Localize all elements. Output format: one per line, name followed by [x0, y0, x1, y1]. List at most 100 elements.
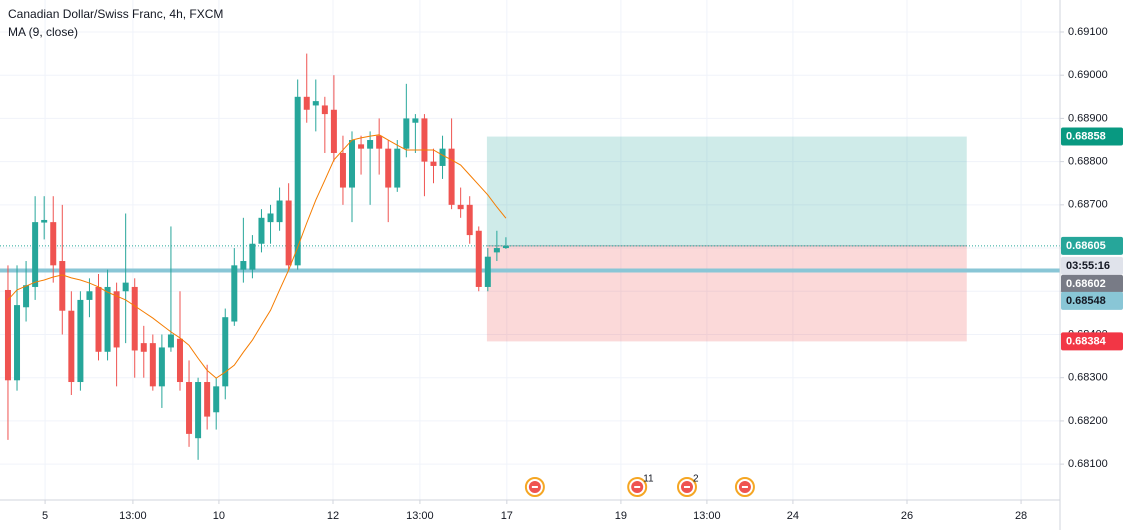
candle-body [186, 382, 193, 434]
event-icon-mark [634, 486, 641, 488]
candle-body [213, 386, 220, 413]
candle-body [86, 291, 93, 300]
x-tick-label: 5 [42, 510, 48, 522]
candle-body [23, 285, 30, 308]
event-icon-mark [683, 486, 690, 488]
last-price-label: 0.68602 [1066, 278, 1106, 290]
event-icon-mark [531, 486, 538, 488]
candle-body [77, 299, 84, 383]
y-tick-label: 0.69000 [1068, 69, 1108, 81]
stop-label: 0.68384 [1066, 335, 1107, 347]
candle-body [484, 256, 491, 287]
candle-body [303, 96, 310, 110]
candle-body [50, 222, 57, 266]
candle-body [466, 204, 473, 236]
candle-body [167, 334, 174, 348]
countdown: 03:55:16 [1066, 260, 1110, 272]
y-tick-label: 0.69100 [1068, 26, 1108, 38]
candle-body [502, 245, 509, 249]
candle-body [258, 217, 265, 244]
candle-body [439, 148, 446, 166]
y-tick-label: 0.68800 [1068, 156, 1108, 168]
y-tick-label: 0.68700 [1068, 199, 1108, 211]
x-tick-label: 26 [901, 510, 913, 522]
indicator-label: MA (9, close) [8, 25, 78, 39]
candle-body [14, 305, 21, 381]
candle-body [267, 213, 274, 223]
x-tick-label: 13:00 [119, 510, 147, 522]
y-tick-label: 0.68100 [1068, 458, 1108, 470]
candle-body [140, 343, 147, 352]
candle-body [59, 261, 66, 311]
candle-body [113, 291, 120, 348]
y-tick-label: 0.68900 [1068, 112, 1108, 124]
y-tick-label: 0.68300 [1068, 372, 1108, 384]
candle-body [358, 144, 365, 149]
candle-body [475, 230, 482, 287]
candle-body [204, 382, 211, 417]
candle-body [367, 140, 374, 149]
profit-zone [486, 136, 967, 246]
x-tick-label: 17 [501, 510, 513, 522]
candle-body [493, 248, 500, 253]
last-price-label-bg [1061, 274, 1123, 293]
candle-body [349, 140, 356, 188]
candle-body [403, 118, 410, 149]
horizontal-line-label-bg [1061, 291, 1123, 310]
candle-body [285, 200, 292, 266]
candle-body [131, 286, 138, 351]
candle-body [222, 317, 229, 387]
target-label: 0.68858 [1066, 130, 1106, 142]
candle-body [122, 282, 129, 292]
candle-body [195, 382, 202, 439]
y-tick-label: 0.68200 [1068, 415, 1108, 427]
horizontal-line-label: 0.68548 [1066, 295, 1106, 307]
x-tick-label: 24 [787, 510, 799, 522]
ma-line [7, 134, 507, 379]
x-tick-label: 13:00 [406, 510, 434, 522]
target-label-bg [1061, 127, 1123, 146]
candle-body [294, 96, 301, 266]
candle-body [41, 219, 48, 223]
candle-body [149, 343, 156, 387]
time-axis [0, 500, 1060, 530]
candle-body [394, 148, 401, 188]
event-count: 11 [643, 474, 654, 485]
candle-body [95, 286, 102, 352]
candle-body [321, 105, 328, 115]
candle-body [457, 204, 464, 210]
candle-body [276, 200, 283, 223]
event-count: 2 [693, 474, 699, 485]
candle-body [231, 265, 238, 322]
candle-body [376, 135, 383, 149]
loss-zone [486, 245, 967, 342]
chart-title: Canadian Dollar/Swiss Franc, 4h, FXCM [8, 7, 223, 21]
x-tick-label: 12 [327, 510, 339, 522]
candle-body [68, 310, 75, 383]
candle-body [158, 347, 165, 387]
x-tick-label: 13:00 [693, 510, 721, 522]
candle-body [240, 261, 247, 270]
x-tick-label: 28 [1015, 510, 1027, 522]
stop-label-bg [1061, 332, 1123, 351]
event-icon-mark [741, 486, 748, 488]
candle-body [385, 148, 392, 188]
x-tick-label: 10 [213, 510, 225, 522]
candle-body [339, 152, 346, 188]
countdown-bg [1061, 256, 1123, 275]
entry-label: 0.68605 [1066, 240, 1106, 252]
candle-body [412, 118, 419, 123]
candle-body [312, 101, 319, 106]
candle-body [448, 148, 455, 205]
candle-body [249, 243, 256, 270]
candle-body [32, 222, 39, 287]
candle-body [421, 118, 428, 162]
candle-body [430, 161, 437, 166]
entry-label-bg [1061, 236, 1123, 255]
x-tick-label: 19 [615, 510, 627, 522]
candle-body [4, 289, 11, 381]
candle-body [330, 109, 337, 153]
candle-body [104, 286, 111, 352]
candle-body [176, 338, 183, 383]
